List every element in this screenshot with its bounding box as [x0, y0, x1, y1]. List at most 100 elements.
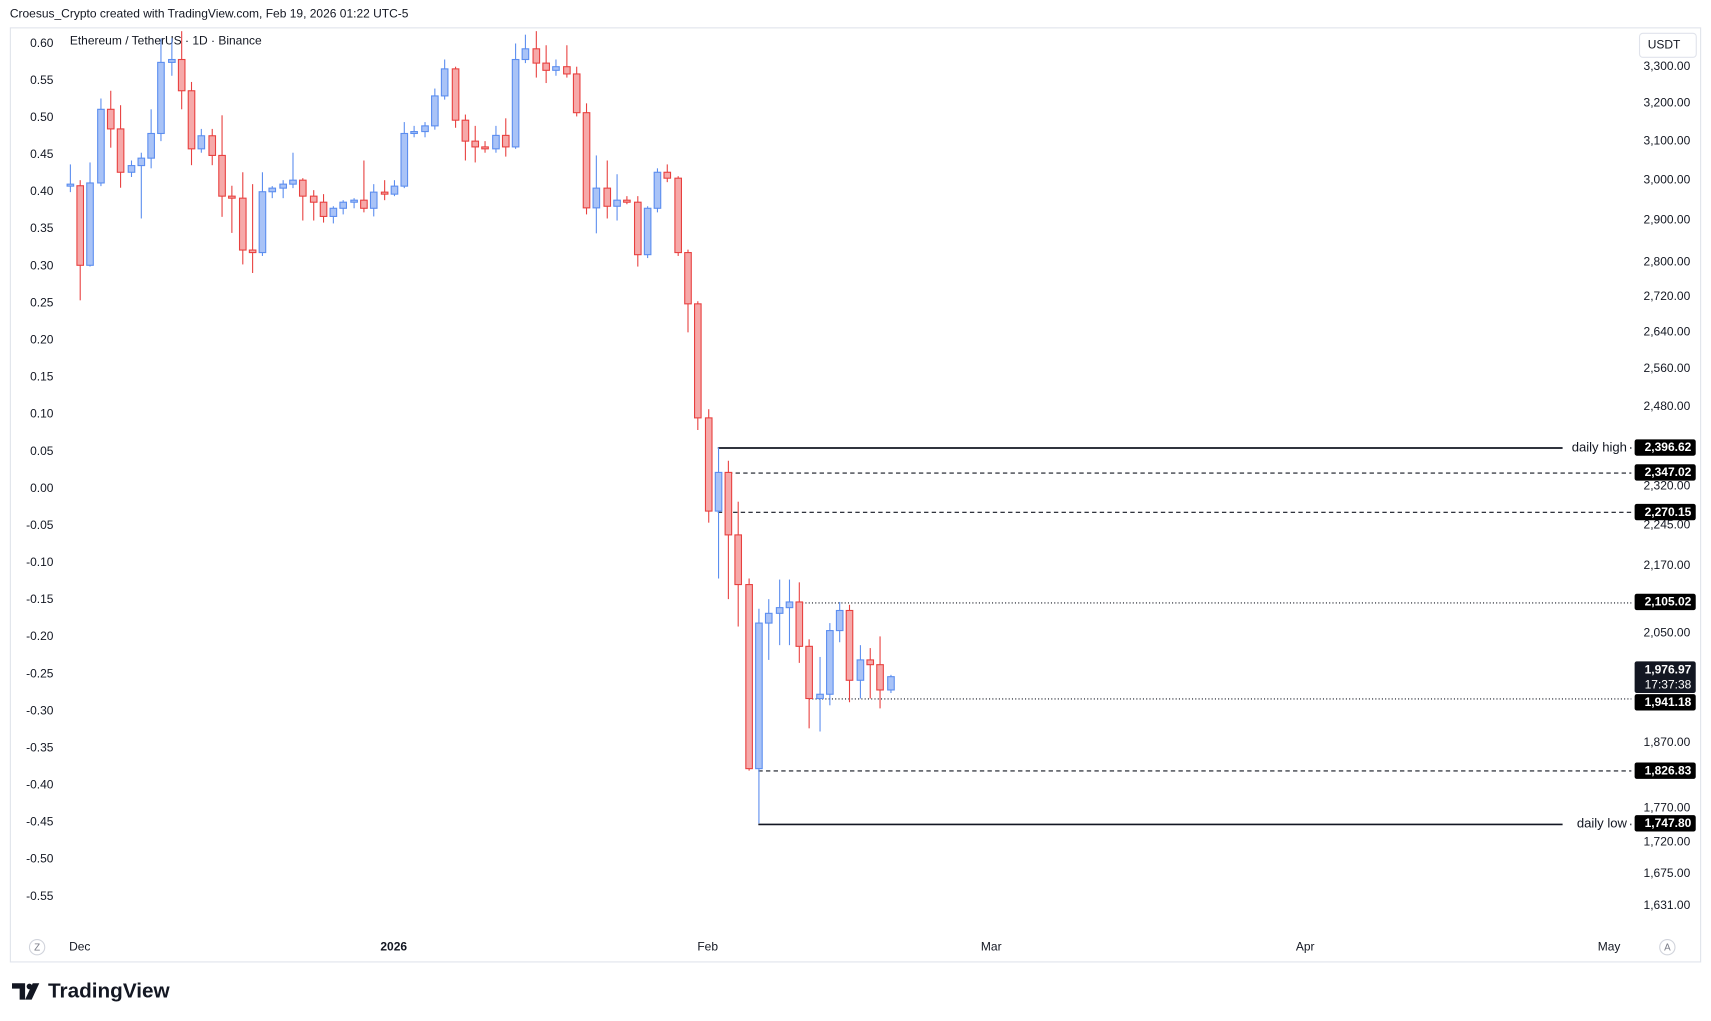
x-tick-label: Feb: [697, 939, 718, 953]
y-tick-label: 0.15: [30, 370, 54, 384]
candle-body: [86, 182, 94, 266]
candle-body: [714, 471, 723, 512]
level-value-label: 2,105.02: [1645, 595, 1692, 609]
candle-body: [360, 199, 368, 209]
candle-body: [816, 693, 824, 700]
candle-body: [127, 165, 136, 173]
candle-body: [258, 191, 267, 254]
candle-body: [187, 90, 196, 150]
level-name: daily high: [1572, 440, 1627, 455]
candle-body: [653, 171, 662, 209]
candle-body: [350, 199, 358, 203]
candle-body: [238, 197, 247, 251]
level-value-label: 1,747.80: [1645, 816, 1692, 830]
scale-button[interactable]: [1659, 939, 1676, 956]
currency[interactable]: USDT: [1648, 37, 1681, 51]
candle-body: [298, 179, 307, 197]
y2-tick-label: 2,560.00: [1644, 361, 1691, 375]
x-tick-label: Mar: [981, 939, 1002, 953]
x-tick-label: 2026: [380, 939, 407, 953]
currency-box[interactable]: [1638, 32, 1697, 58]
y-tick-label: 0.00: [30, 481, 54, 495]
candle-body: [289, 179, 297, 185]
y-tick-label: -0.55: [26, 889, 54, 903]
y-tick-label: 0.40: [30, 184, 54, 198]
y-tick-label: -0.50: [26, 852, 54, 866]
candle-body: [755, 622, 763, 770]
candle-body: [481, 146, 489, 150]
last-price-label: 1,976.97: [1645, 662, 1692, 676]
logo-part: [25, 983, 40, 1000]
x-tick-label: Dec: [69, 939, 90, 953]
level-value-label: 2,396.62: [1645, 440, 1692, 454]
level-badge: [1634, 762, 1696, 779]
level-value-label: 1,941.18: [1645, 695, 1692, 709]
candle-body: [592, 187, 601, 209]
candle-body: [521, 48, 530, 61]
y-tick-label: -0.10: [26, 555, 54, 569]
candle-body: [856, 659, 865, 681]
candle-body: [137, 157, 146, 167]
candle-body: [511, 58, 520, 148]
candle-body: [563, 66, 571, 75]
y2-tick-label: 3,200.00: [1644, 96, 1691, 110]
candle-body: [228, 195, 236, 199]
y-tick-label: -0.45: [26, 815, 54, 829]
candle-body: [461, 119, 470, 142]
candle-body: [845, 609, 854, 681]
candle-body: [177, 58, 186, 92]
candle-body: [157, 61, 165, 135]
y2-tick-label: 2,720.00: [1644, 289, 1691, 303]
scale-button-label[interactable]: Z: [34, 942, 40, 953]
level-name: daily low: [1577, 815, 1628, 830]
candle-body: [147, 132, 155, 159]
candle-body: [775, 607, 784, 614]
y2-tick-label: 3,000.00: [1644, 172, 1691, 186]
candle-body: [97, 108, 105, 184]
y-tick-label: 0.60: [30, 36, 54, 50]
chart-title: Ethereum / TetherUS · 1D · Binance: [70, 34, 262, 48]
level-value-label: 2,347.02: [1645, 465, 1692, 479]
brand: TradingView: [48, 979, 171, 1002]
candle-body: [339, 201, 348, 209]
y-tick-label: 0.30: [30, 258, 54, 272]
last-price-badge: [1634, 661, 1696, 694]
candle-body: [410, 131, 418, 135]
scale-button-label[interactable]: A: [1664, 942, 1671, 953]
level-badge: [1634, 439, 1696, 456]
candle-body: [400, 132, 409, 187]
level-badge: [1634, 815, 1696, 832]
candle-body: [785, 601, 794, 609]
candle-body: [106, 108, 115, 130]
y-tick-label: 0.25: [30, 295, 54, 309]
y2-tick-label: 3,300.00: [1644, 59, 1691, 73]
y-tick-label: 0.10: [30, 407, 54, 421]
candle-body: [623, 199, 631, 203]
candle-body: [887, 676, 895, 691]
candle-body: [168, 58, 176, 63]
candle-body: [471, 140, 480, 148]
candle-body: [329, 207, 338, 217]
countdown-label: 17:37:38: [1645, 678, 1692, 692]
level-value-label: 2,270.15: [1645, 505, 1692, 519]
y-tick-label: -0.40: [26, 778, 54, 792]
candle-body: [613, 199, 621, 207]
level-badge: [1634, 503, 1696, 521]
y-tick-label: 0.05: [30, 444, 54, 458]
candle-body: [76, 185, 85, 266]
brand-logo: [12, 983, 40, 1000]
y2-tick-label: 2,900.00: [1644, 213, 1691, 227]
y2-tick-label: 2,050.00: [1644, 626, 1691, 640]
scale-button[interactable]: [28, 939, 46, 956]
candle-body: [684, 252, 692, 305]
candle-body: [218, 154, 226, 197]
candle-body: [279, 183, 287, 189]
candle-body: [694, 303, 702, 419]
candle-body: [704, 417, 713, 512]
candle-body: [745, 584, 753, 770]
candle-body: [582, 112, 591, 209]
candle-body: [734, 534, 743, 586]
